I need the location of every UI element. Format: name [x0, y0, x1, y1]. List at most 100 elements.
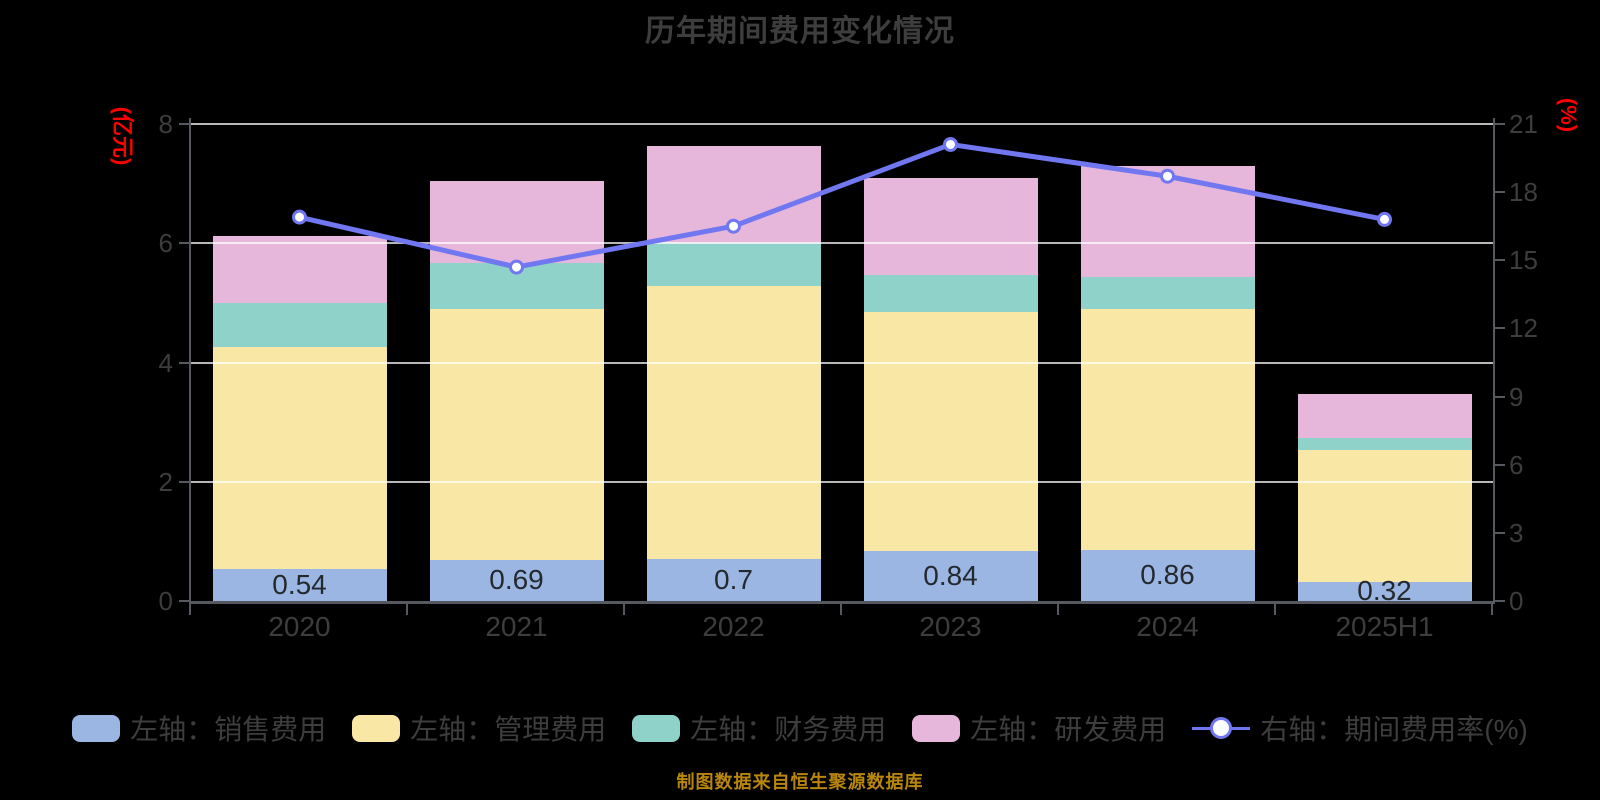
bar-segment-s3-2025H1 [1297, 394, 1472, 439]
legend-swatch-icon [912, 714, 961, 742]
bar-segment-s3-2024 [1080, 165, 1255, 277]
right-tick-0 [1495, 600, 1505, 602]
bar-segment-s0-2024 [1080, 549, 1255, 601]
legend-label-1: 左轴：管理费用 [410, 714, 607, 745]
legend-label-0: 左轴：销售费用 [130, 714, 327, 745]
right-tick-label-3: 3 [1509, 517, 1524, 548]
x-label-2022: 2022 [702, 611, 765, 642]
x-tick-6 [1491, 601, 1493, 615]
gridline-y8 [191, 123, 1493, 125]
left-tick-6 [179, 242, 189, 245]
bar-value-label-2024: 0.86 [1140, 559, 1195, 591]
x-label-2021: 2021 [485, 611, 548, 642]
bar-segment-s0-2025H1 [1297, 581, 1472, 601]
x-label-2024: 2024 [1136, 611, 1199, 642]
x-label-2020: 2020 [268, 611, 331, 642]
right-tick-3 [1495, 531, 1505, 534]
bar-segment-s3-2020 [212, 236, 387, 304]
bar-segment-s2-2023 [863, 275, 1038, 313]
left-axis-line [189, 118, 191, 603]
bar-value-label-2021: 0.69 [489, 564, 544, 596]
right-tick-label-6: 6 [1509, 449, 1524, 480]
bar-segment-s1-2024 [1080, 308, 1255, 550]
legend-line-marker-icon [1192, 715, 1251, 742]
left-tick-label-0: 0 [158, 586, 173, 616]
right-tick-label-12: 12 [1509, 313, 1538, 344]
right-tick-9 [1495, 395, 1505, 398]
bar-segment-s1-2020 [212, 346, 387, 569]
bar-segment-s1-2021 [429, 308, 604, 560]
bar-segment-s0-2022 [646, 559, 821, 601]
x-tick-4 [1057, 601, 1059, 615]
left-tick-0 [179, 600, 189, 602]
bar-segment-s3-2021 [429, 180, 604, 263]
line-point-marker-2024 [1160, 168, 1175, 184]
right-tick-21 [1495, 123, 1505, 125]
left-tick-label-2: 2 [158, 466, 173, 497]
bar-segment-s1-2022 [646, 286, 821, 560]
legend-swatch-icon [72, 714, 121, 742]
legend: 左轴：销售费用 左轴：管理费用 左轴：财务费用 左轴：研发费用 右轴：期间费用率(%) [0, 708, 1600, 748]
right-tick-label-9: 9 [1509, 381, 1524, 412]
right-tick-label-15: 15 [1509, 245, 1538, 276]
x-label-2023: 2023 [919, 611, 982, 642]
bar-value-label-2023: 0.84 [923, 559, 978, 591]
right-tick-label-18: 18 [1509, 177, 1538, 208]
bar-segment-s2-2025H1 [1297, 438, 1472, 451]
legend-label-2: 左轴：财务费用 [690, 714, 887, 745]
x-label-2025H1: 2025H1 [1335, 611, 1434, 642]
right-tick-label-21: 21 [1509, 109, 1538, 139]
right-tick-18 [1495, 191, 1505, 194]
x-tick-3 [840, 601, 842, 615]
bar-segment-s3-2023 [863, 177, 1038, 276]
legend-item-1[interactable]: 左轴：管理费用 [352, 708, 606, 748]
line-point-marker-2025H1 [1377, 211, 1392, 227]
legend-item-4[interactable]: 右轴：期间费用率(%) [1192, 708, 1528, 748]
rate-line-series [292, 136, 1392, 275]
legend-item-3[interactable]: 左轴：研发费用 [912, 708, 1166, 748]
line-point-marker-2023 [943, 136, 958, 152]
x-tick-0 [189, 601, 191, 615]
line-point-marker-2022 [726, 218, 741, 234]
line-point-marker-2021 [509, 259, 524, 275]
line-point-marker-2020 [292, 209, 307, 225]
legend-item-0[interactable]: 左轴：销售费用 [72, 708, 326, 748]
chart-title: 历年期间费用变化情况 [645, 15, 955, 48]
x-tick-5 [1274, 601, 1276, 615]
gridline-y2 [191, 480, 1493, 483]
legend-swatch-icon [632, 714, 681, 742]
left-tick-8 [179, 123, 189, 125]
right-tick-label-0: 0 [1509, 586, 1524, 616]
bar-segment-s0-2020 [212, 568, 387, 601]
x-tick-1 [406, 601, 408, 615]
left-tick-label-4: 4 [158, 347, 173, 378]
legend-item-2[interactable]: 左轴：财务费用 [632, 708, 886, 748]
data-source-note: 制图数据来自恒生聚源数据库 [676, 772, 924, 792]
x-tick-2 [623, 601, 625, 615]
bar-segment-s1-2025H1 [1297, 450, 1472, 582]
legend-label-3: 左轴：研发费用 [970, 714, 1167, 745]
legend-swatch-icon [352, 714, 401, 742]
bar-value-label-2020: 0.54 [272, 568, 327, 600]
bar-segment-s2-2020 [212, 303, 387, 347]
bar-segment-s0-2021 [429, 559, 604, 601]
bar-segment-s0-2023 [863, 550, 1038, 601]
right-tick-6 [1495, 463, 1505, 466]
bar-segment-s1-2023 [863, 312, 1038, 551]
left-tick-4 [179, 361, 189, 364]
rate-line [298, 141, 1385, 270]
bar-value-label-2022: 0.7 [714, 564, 753, 596]
right-tick-15 [1495, 259, 1505, 262]
bar-segment-s2-2024 [1080, 276, 1255, 309]
legend-circle-marker-icon [1210, 717, 1233, 739]
left-tick-label-6: 6 [158, 228, 173, 259]
gridline-y6 [191, 242, 1493, 245]
bar-value-label-2025H1: 0.32 [1357, 575, 1412, 607]
left-tick-2 [179, 480, 189, 483]
gridline-y4 [191, 361, 1493, 364]
bar-segment-s2-2022 [646, 242, 821, 287]
legend-label-4: 右轴：期间费用率(%) [1260, 714, 1528, 745]
left-tick-label-8: 8 [158, 109, 173, 139]
right-tick-12 [1495, 327, 1505, 330]
